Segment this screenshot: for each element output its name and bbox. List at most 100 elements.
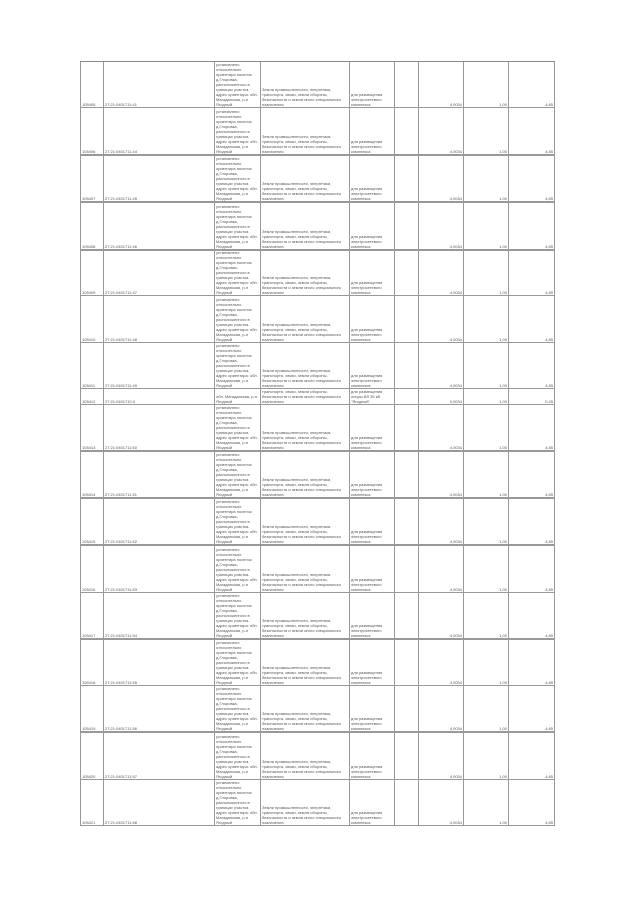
cell-empty xyxy=(394,405,418,450)
table-row: 105419 27:21:0401711:56 установлено относи… xyxy=(80,686,555,733)
cell-empty xyxy=(394,62,418,107)
table-row: 105414 27:21:0401711:51 установлено относи… xyxy=(80,452,555,499)
cell-land-category: Земли промышленности, энергетики, трансп… xyxy=(260,62,349,107)
cell-permitted-use-text: для размещения электросетевого комплекса xyxy=(351,280,383,295)
cell-land-category: Земли промышленности, энергетики, трансп… xyxy=(260,499,349,544)
cell-land-category: Земли промышленности, энергетики, трансп… xyxy=(260,343,349,388)
cell-permitted-use: для размещения электросетевого комплекса xyxy=(349,733,394,779)
cell-value-text: 4,85 xyxy=(545,774,553,779)
cell-cadastral-number: 27:21:0401711:53 xyxy=(103,546,214,592)
cell-ratio-text: 1,00 xyxy=(499,774,507,779)
cell-permitted-use: для размещения электросетевого комплекса xyxy=(349,343,394,388)
table-row: 105407 27:21:0401711:45 установлено относи… xyxy=(80,156,555,203)
cell-address-text: обл. Магаданская, р-н Ягодный xyxy=(216,394,258,404)
cell-id: 105412 xyxy=(80,389,103,404)
cell-permitted-use-text: для размещения электросетевого комплекса xyxy=(351,373,383,388)
cell-value-text: 4,85 xyxy=(545,290,553,295)
cell-cadastral-number-text: 27:21:0401711:50 xyxy=(105,445,137,450)
cell-land-category: Земли промышленности, энергетики, трансп… xyxy=(260,389,349,404)
cell-cadastral-number: 27:21:0401710:3 xyxy=(103,389,214,404)
cell-land-category: Земли промышленности, энергетики, трансп… xyxy=(260,452,349,497)
cell-area-text: 4,0034 xyxy=(449,149,462,154)
cell-permitted-use-text: для размещения электросетевого комплекса xyxy=(351,234,383,249)
cell-id-text: 105414 xyxy=(82,492,96,497)
cell-cadastral-number-text: 27:21:0401711:54 xyxy=(105,633,137,638)
cell-permitted-use: для размещения электросетевого комплекса xyxy=(349,593,394,638)
cell-area: 4,0034 xyxy=(418,108,463,154)
cell-address: установлено относительно ориентира посел… xyxy=(214,203,260,249)
cell-empty xyxy=(394,499,418,544)
cell-land-category: Земли промышленности, энергетики, трансп… xyxy=(260,640,349,685)
cell-id: 105406 xyxy=(80,108,103,154)
cell-id: 105405 xyxy=(80,62,103,107)
cell-permitted-use-text: для размещения электросетевого комплекса xyxy=(351,92,383,107)
cell-permitted-use-text: для размещения электросетевого комплекса xyxy=(351,623,383,638)
cell-ratio-text: 1,00 xyxy=(499,102,507,107)
cell-value-text: 4,85 xyxy=(545,196,553,201)
cell-land-category-text: Земли промышленности, энергетики, трансп… xyxy=(262,618,342,638)
cell-permitted-use: для размещения электросетевого комплекса xyxy=(349,780,394,825)
cell-id: 105419 xyxy=(80,686,103,731)
cell-area: 4,0034 xyxy=(418,546,463,592)
cell-address-text: установлено относительно ориентира посел… xyxy=(216,156,258,201)
cell-cadastral-number-text: 27:21:0401711:56 xyxy=(105,726,137,731)
cell-address: обл. Магаданская, р-н Ягодный xyxy=(214,389,260,404)
cell-address: установлено относительно ориентира посел… xyxy=(214,296,260,342)
cell-permitted-use-text: для размещения опоры ВЛ 35 кВ "Ягодный" xyxy=(351,389,383,404)
cell-permitted-use: для размещения электросетевого комплекса xyxy=(349,686,394,731)
cell-value: 4,85 xyxy=(508,62,555,107)
cell-land-category: Земли промышленности, энергетики, трансп… xyxy=(260,405,349,450)
table-row: 105405 27:21:0401711:41 установлено относи… xyxy=(80,62,555,108)
table-row: 105412 27:21:0401710:3 обл. Магаданская, р… xyxy=(80,389,555,405)
table-row: 105415 27:21:0401711:52 установлено относи… xyxy=(80,499,555,546)
table-row: 105413 27:21:0401711:50 установлено относи… xyxy=(80,405,555,452)
cell-cadastral-number-text: 27:21:0401711:46 xyxy=(105,244,137,249)
cell-area: 4,0034 xyxy=(418,296,463,342)
table-row: 105416 27:21:0401711:53 установлено относи… xyxy=(80,546,555,593)
cell-value: 4,85 xyxy=(508,546,555,592)
cell-id-text: 105405 xyxy=(82,102,96,107)
cell-id-text: 105407 xyxy=(82,196,96,201)
cell-address-text: установлено относительно ориентира посел… xyxy=(216,780,258,825)
cell-address: установлено относительно ориентира посел… xyxy=(214,251,260,295)
cell-ratio-text: 1,00 xyxy=(499,539,507,544)
cell-land-category: Земли промышленности, энергетики, трансп… xyxy=(260,156,349,201)
cell-id: 105416 xyxy=(80,546,103,592)
cell-cadastral-number: 27:21:0401711:49 xyxy=(103,343,214,388)
cell-value-text: 4,85 xyxy=(545,492,553,497)
cell-id: 105415 xyxy=(80,499,103,544)
cell-empty xyxy=(394,452,418,497)
cell-ratio: 1,00 xyxy=(463,780,508,825)
cell-ratio-text: 1,00 xyxy=(499,383,507,388)
cell-ratio-text: 1,00 xyxy=(499,399,507,404)
cell-ratio-text: 1,00 xyxy=(499,492,507,497)
cell-permitted-use: для размещения электросетевого комплекса xyxy=(349,452,394,497)
cell-land-category-text: Земли промышленности, энергетики, трансп… xyxy=(262,524,342,544)
cell-value-text: 4,85 xyxy=(545,726,553,731)
cell-ratio: 1,00 xyxy=(463,296,508,342)
cell-value-text: 4,85 xyxy=(545,820,553,825)
cell-area-text: 4,0034 xyxy=(449,337,462,342)
cell-empty xyxy=(394,203,418,249)
cell-land-category-text: Земли промышленности, энергетики, трансп… xyxy=(262,430,342,450)
cell-land-category: Земли промышленности, энергетики, трансп… xyxy=(260,780,349,825)
cell-cadastral-number-text: 27:21:0401711:45 xyxy=(105,196,137,201)
cell-id-text: 105413 xyxy=(82,445,96,450)
cell-value-text: 4,85 xyxy=(545,680,553,685)
cell-cadastral-number-text: 27:21:0401711:47 xyxy=(105,290,137,295)
cell-value: 4,85 xyxy=(508,296,555,342)
cell-address: установлено относительно ориентира посел… xyxy=(214,686,260,731)
cell-land-category-text: Земли промышленности, энергетики, трансп… xyxy=(262,665,342,685)
cell-area-text: 4,0034 xyxy=(449,587,462,592)
cell-ratio: 1,00 xyxy=(463,640,508,685)
cell-value-text: 4,85 xyxy=(545,445,553,450)
cell-value: 4,85 xyxy=(508,203,555,249)
table-row: 105409 27:21:0401711:47 установлено относи… xyxy=(80,251,555,296)
cell-value: 4,85 xyxy=(508,686,555,731)
cell-value: 4,85 xyxy=(508,251,555,295)
cell-cadastral-number-text: 27:21:0401711:53 xyxy=(105,587,137,592)
cell-land-category-text: Земли промышленности, энергетики, трансп… xyxy=(262,229,342,249)
cell-cadastral-number: 27:21:0401711:51 xyxy=(103,452,214,497)
cell-ratio-text: 1,00 xyxy=(499,680,507,685)
cell-value-text: 4,85 xyxy=(545,102,553,107)
